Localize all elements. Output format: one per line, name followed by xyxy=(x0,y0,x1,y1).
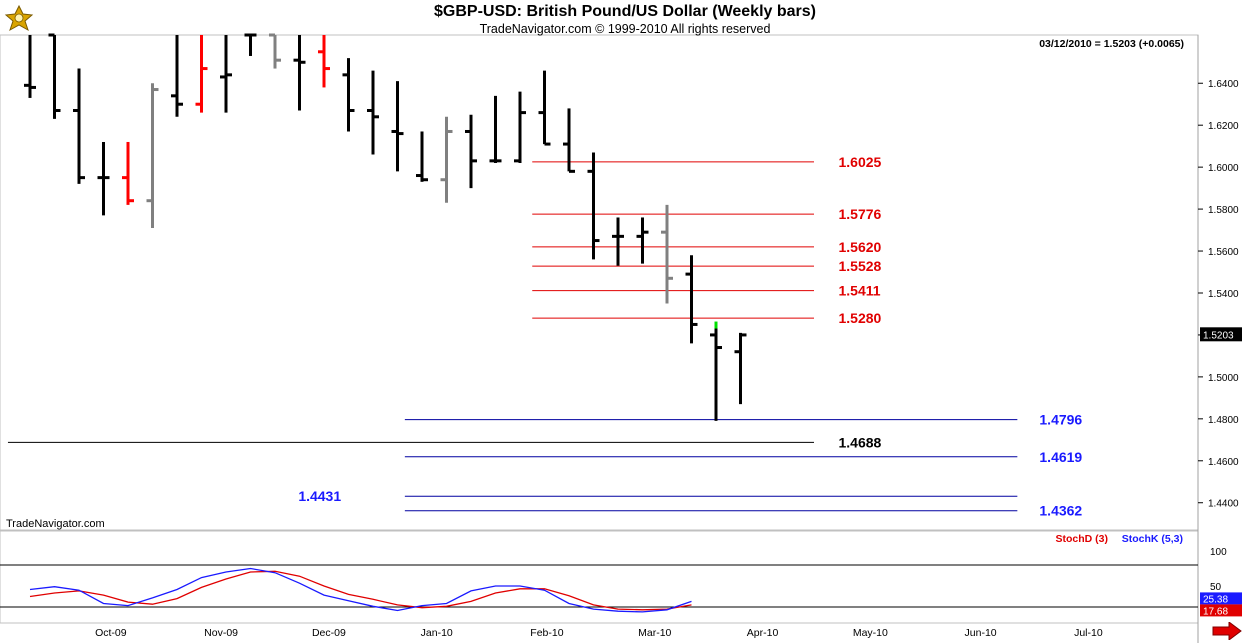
time-tick-label: Jun-10 xyxy=(965,627,997,639)
ohlc-bar xyxy=(734,332,747,405)
ohlc-bar xyxy=(465,114,477,189)
price-tick-label: 1.4800 xyxy=(1208,415,1239,426)
ohlc-bar xyxy=(195,35,208,113)
level-label: 1.5776 xyxy=(839,206,882,222)
stoch-d-value-label: 17.68 xyxy=(1203,606,1228,617)
price-tick-label: 1.5000 xyxy=(1208,373,1239,384)
ohlc-bar xyxy=(612,217,624,266)
ohlc-bar xyxy=(440,116,453,203)
price-axis: 1.6400 1.6200 1.6000 1.5800 1.5600 1.5400 1.52… xyxy=(1198,79,1242,617)
stoch-d-value-box xyxy=(1200,604,1242,617)
time-tick-label: Oct-09 xyxy=(95,627,127,639)
stochastic-panel xyxy=(0,530,1199,624)
ohlc-bar xyxy=(73,68,85,184)
price-tick-label: 1.5600 xyxy=(1208,247,1239,258)
price-levels: 1.6025 1.5776 1.5620 1.5528 1.5411 1.5280 1.47… xyxy=(7,154,1082,519)
level-label: 1.4688 xyxy=(839,434,882,450)
ohlc-bar xyxy=(489,95,502,163)
ohlc-bar xyxy=(342,58,355,132)
stoch-k-line xyxy=(29,567,692,613)
quote-readout: 03/12/2010 = 1.5203 (+0.0065) xyxy=(1039,38,1184,50)
stoch-k-value-box xyxy=(1200,592,1242,605)
ohlc-bar xyxy=(269,33,281,69)
ohlc-bar xyxy=(636,217,649,264)
ohlc-bar xyxy=(220,35,232,113)
stoch-d-legend: StochD (3) xyxy=(1056,533,1109,545)
price-tick-label: 1.4600 xyxy=(1208,457,1239,468)
time-tick-label: Mar-10 xyxy=(638,627,671,639)
ohlc-bar xyxy=(293,35,306,111)
ohlc-bar xyxy=(97,141,110,216)
ohlc-bars xyxy=(24,33,747,421)
level-label: 1.6025 xyxy=(839,154,882,170)
ohlc-bar xyxy=(685,255,698,344)
stoch-k-value-label: 25.38 xyxy=(1203,594,1228,605)
ohlc-bar xyxy=(48,33,61,119)
price-panel xyxy=(0,34,1199,531)
ohlc-bar xyxy=(538,70,551,146)
ohlc-bar xyxy=(661,204,673,304)
chart-subtitle: TradeNavigator.com © 1999-2010 All right… xyxy=(479,22,771,36)
ohlc-bar xyxy=(587,152,600,260)
stoch-tick-label: 50 xyxy=(1210,582,1222,593)
watermark-text: TradeNavigator.com xyxy=(6,518,105,530)
level-label: 1.5620 xyxy=(839,239,882,255)
price-tick-label: 1.5800 xyxy=(1208,205,1239,216)
ohlc-bar xyxy=(710,326,722,421)
price-tick-label: 1.6200 xyxy=(1208,121,1239,132)
ohlc-bar xyxy=(146,83,159,228)
ohlc-bar xyxy=(563,108,575,173)
stochastic-reference-lines xyxy=(0,564,1198,608)
scroll-right-icon[interactable] xyxy=(1212,622,1242,640)
chart-title: $GBP-USD: British Pound/US Dollar (Weekl… xyxy=(434,3,816,20)
stoch-k-legend: StochK (5,3) xyxy=(1122,533,1183,545)
level-label: 1.5280 xyxy=(839,310,882,326)
level-label: 1.5411 xyxy=(839,283,881,299)
level-label: 1.4362 xyxy=(1039,503,1082,519)
price-tick-label: 1.5400 xyxy=(1208,289,1239,300)
level-label: 1.5528 xyxy=(839,258,882,274)
time-tick-label: Dec-09 xyxy=(312,627,346,639)
level-label: 1.4431 xyxy=(298,488,341,504)
ohlc-bar xyxy=(24,35,36,98)
last-price-box xyxy=(1200,327,1242,342)
level-label: 1.4619 xyxy=(1039,449,1082,465)
ohlc-bar xyxy=(171,35,183,117)
ohlc-bar xyxy=(318,35,330,88)
time-tick-label: Feb-10 xyxy=(530,627,563,639)
time-tick-label: May-10 xyxy=(853,627,888,639)
ohlc-bar xyxy=(514,91,526,163)
time-axis: Oct-09 Nov-09 Dec-09 Jan-10 Feb-10 Mar-10 Apr-… xyxy=(95,627,1103,639)
price-tick-label: 1.6000 xyxy=(1208,163,1239,174)
ohlc-bar xyxy=(244,33,257,56)
ohlc-bar xyxy=(122,141,134,205)
ohlc-bar xyxy=(416,131,428,182)
time-tick-label: Jul-10 xyxy=(1074,627,1103,639)
time-tick-label: Jan-10 xyxy=(421,627,453,639)
level-label: 1.4796 xyxy=(1039,412,1082,428)
ohlc-bar xyxy=(391,81,404,172)
stoch-tick-label: 100 xyxy=(1210,547,1227,558)
last-price-label: 1.5203 xyxy=(1203,330,1234,341)
time-tick-label: Apr-10 xyxy=(747,627,779,639)
stoch-d-line xyxy=(29,570,692,611)
price-tick-label: 1.6400 xyxy=(1208,79,1239,90)
price-tick-label: 1.4400 xyxy=(1208,499,1239,510)
time-tick-label: Nov-09 xyxy=(204,627,238,639)
ohlc-bar xyxy=(367,70,379,155)
trade-navigator-logo xyxy=(4,4,34,32)
stochastic-lines xyxy=(29,567,692,613)
